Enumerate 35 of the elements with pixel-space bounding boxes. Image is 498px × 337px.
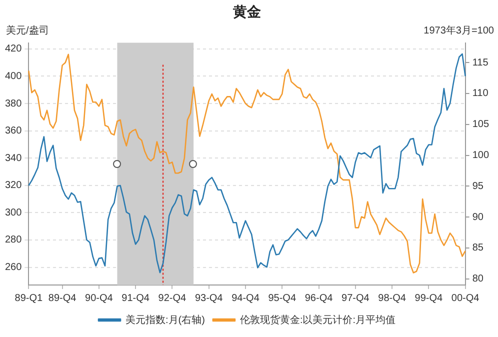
y-tick-label: 400 bbox=[4, 70, 22, 82]
y2-tick-label: 85 bbox=[472, 242, 484, 254]
x-tick-label: 93-Q4 bbox=[194, 292, 224, 304]
x-tick-label: 92-Q4 bbox=[158, 292, 187, 304]
y-tick-label: 280 bbox=[4, 234, 22, 246]
x-tick-label: 99-Q4 bbox=[414, 292, 444, 304]
legend-label: 美元指数:月(右轴) bbox=[126, 314, 205, 326]
x-tick-label: 89-Q4 bbox=[48, 292, 77, 304]
y-axis-title: 美元/盎司 bbox=[6, 24, 49, 37]
x-tick-label: 98-Q4 bbox=[378, 292, 406, 304]
y2-tick-label: 110 bbox=[472, 88, 489, 100]
y2-axis-title: 1973年3月=100 bbox=[424, 24, 494, 37]
y2-tick-label: 80 bbox=[472, 274, 484, 285]
chart-title: 黄金 bbox=[232, 3, 262, 20]
x-tick-label: 89-Q1 bbox=[14, 292, 44, 304]
y-tick-label: 260 bbox=[4, 262, 22, 274]
y-tick-label: 360 bbox=[4, 126, 22, 137]
y-tick-label: 320 bbox=[4, 180, 22, 192]
y-tick-label: 300 bbox=[4, 207, 22, 218]
x-tick-label: 90-Q4 bbox=[85, 292, 114, 304]
x-tick-label: 00-Q4 bbox=[451, 292, 480, 304]
y2-tick-label: 115 bbox=[472, 57, 489, 68]
y-tick-label: 380 bbox=[4, 98, 22, 110]
y2-tick-label: 105 bbox=[472, 119, 490, 130]
x-tick-label: 96-Q4 bbox=[304, 292, 334, 304]
y2-tick-label: 95 bbox=[472, 180, 484, 192]
x-tick-label: 94-Q4 bbox=[232, 292, 260, 304]
x-tick-label: 91-Q4 bbox=[122, 292, 150, 304]
y-tick-label: 420 bbox=[4, 44, 22, 55]
y2-tick-label: 100 bbox=[472, 150, 490, 161]
x-tick-label: 97-Q4 bbox=[341, 292, 370, 304]
legend-label: 伦敦现货黄金:以美元计价:月平均值 bbox=[240, 314, 396, 326]
y-tick-label: 340 bbox=[4, 152, 22, 164]
x-tick-label: 95-Q4 bbox=[268, 292, 296, 304]
y2-tick-label: 90 bbox=[472, 212, 484, 223]
